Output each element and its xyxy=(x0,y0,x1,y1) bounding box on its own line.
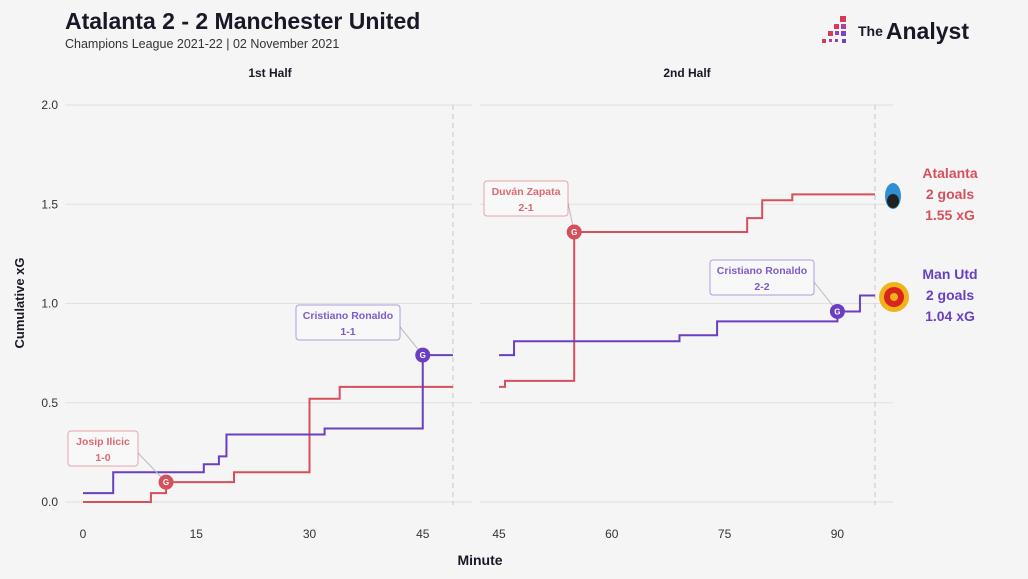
goal-scorer-label: Duván Zapata xyxy=(492,186,561,198)
goal-scorer-label: Cristiano Ronaldo xyxy=(717,265,807,277)
manutd-xg-step-line xyxy=(83,354,453,495)
analyst-logo-icon xyxy=(822,16,846,43)
goal-annotation-box xyxy=(483,180,569,217)
x-tick-label: 45 xyxy=(492,527,506,541)
page-title: Atalanta 2 - 2 Manchester United xyxy=(65,8,421,34)
goal-annotation-box xyxy=(295,304,401,341)
atalanta-name: Atalanta xyxy=(922,165,978,181)
goal-marker xyxy=(158,474,174,490)
goal-marker-label: G xyxy=(420,351,426,360)
x-tick-label: 45 xyxy=(416,527,430,541)
goal-marker-label: G xyxy=(163,478,169,487)
atalanta-xg-step-line xyxy=(83,385,453,503)
x-tick-label: 30 xyxy=(303,527,317,541)
goal-marker-label: G xyxy=(571,228,577,237)
goal-scorer-label: Cristiano Ronaldo xyxy=(303,310,393,322)
manutd-summary: Man Utd 2 goals 1.04 xG xyxy=(905,264,995,327)
goal-score-label: 1-0 xyxy=(95,452,110,464)
x-axis-label: Minute xyxy=(457,552,502,568)
manutd-goals: 2 goals xyxy=(925,287,975,303)
atalanta-xg: 1.55 xG xyxy=(925,207,975,223)
y-tick-label: 0.0 xyxy=(41,495,58,509)
crest-shape xyxy=(890,293,898,301)
x-tick-label: 75 xyxy=(718,527,732,541)
y-tick-label: 2.0 xyxy=(41,98,58,112)
y-tick-label: 1.0 xyxy=(41,297,58,311)
panel-title: 1st Half xyxy=(248,66,292,80)
goal-score-label: 2-2 xyxy=(754,281,769,293)
manutd-xg: 1.04 xG xyxy=(925,308,975,324)
goal-scorer-label: Josip Ilicic xyxy=(76,436,130,448)
goal-score-label: 1-1 xyxy=(340,326,355,338)
x-tick-label: 15 xyxy=(190,527,204,541)
goal-score-label: 2-1 xyxy=(518,202,533,214)
brand-the: The xyxy=(858,23,883,39)
atalanta-crest-icon xyxy=(885,183,901,209)
page-subtitle: Champions League 2021-22 | 02 November 2… xyxy=(65,37,340,51)
the-analyst-logo: The Analyst xyxy=(822,16,969,46)
atalanta-goals: 2 goals xyxy=(925,186,975,202)
goal-marker xyxy=(829,303,845,319)
manutd-xg-step-line xyxy=(499,294,875,357)
goal-annotation-box xyxy=(67,430,139,467)
brand-analyst: Analyst xyxy=(885,17,969,44)
crest-shape xyxy=(887,194,899,208)
atalanta-xg-step-line xyxy=(499,193,875,388)
x-tick-label: 0 xyxy=(80,527,87,541)
y-tick-label: 0.5 xyxy=(41,396,58,410)
atalanta-summary: Atalanta 2 goals 1.55 xG xyxy=(905,163,995,226)
goal-annotation-box xyxy=(709,259,815,296)
goal-marker xyxy=(566,224,582,240)
goal-marker xyxy=(415,347,431,363)
y-tick-label: 1.5 xyxy=(41,197,58,211)
y-axis-label: Cumulative xG xyxy=(12,257,27,348)
goal-marker-label: G xyxy=(834,307,840,316)
panel-title: 2nd Half xyxy=(663,66,711,80)
manutd-crest-icon xyxy=(879,282,909,312)
x-tick-label: 90 xyxy=(831,527,845,541)
x-tick-label: 60 xyxy=(605,527,619,541)
manutd-name: Man Utd xyxy=(922,266,978,282)
